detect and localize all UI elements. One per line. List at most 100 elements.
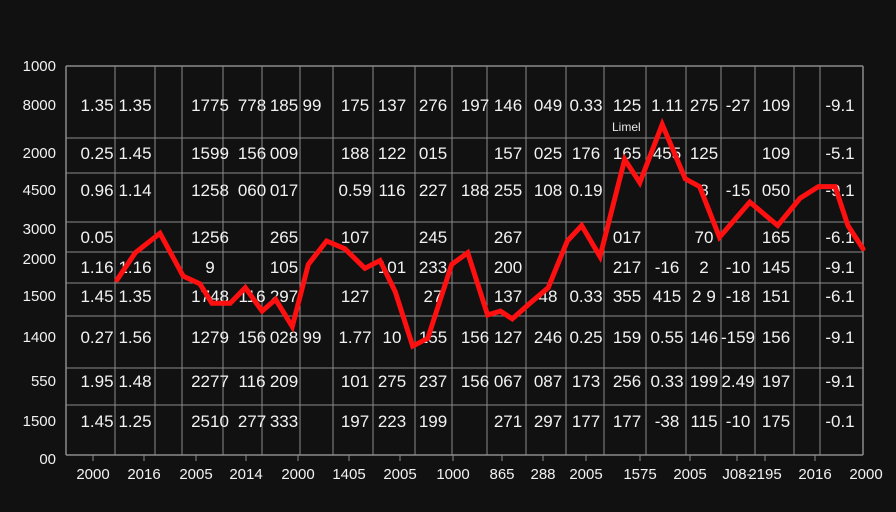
y-tick-label: 550	[31, 373, 56, 390]
table-cell: 050	[762, 181, 790, 200]
table-cell: -18	[726, 287, 751, 306]
table-cell: 0.55	[650, 328, 683, 347]
table-cell: 197	[341, 412, 369, 431]
table-cell: -16	[655, 258, 680, 277]
table-cell: 2.49	[721, 372, 754, 391]
table-cell: -6.1	[825, 287, 854, 306]
table-cell: 157	[494, 144, 522, 163]
y-tick-label: 3000	[23, 221, 56, 238]
table-cell: 1.45	[80, 287, 113, 306]
y-tick-label: 00	[39, 451, 56, 468]
table-cell: 2510	[191, 412, 229, 431]
table-cell: 1256	[191, 228, 229, 247]
y-tick-label: 1000	[23, 58, 56, 75]
table-cell: 146	[690, 328, 718, 347]
table-cell: 1.14	[118, 181, 151, 200]
x-axis-labels: 2000 2016 2005 2014 2000 1405 2005 1000 865 288 20…	[76, 455, 883, 483]
table-cell: 1.16	[80, 258, 113, 277]
table-cell: -27	[726, 96, 751, 115]
table-cell: 185	[270, 96, 298, 115]
table-cell: 107	[341, 228, 369, 247]
table-cell: 127	[341, 287, 369, 306]
table-cell: 1775	[191, 96, 229, 115]
table-cell: 067	[494, 372, 522, 391]
table-cell: 2277	[191, 372, 229, 391]
x-tick-label: 2005	[673, 466, 706, 483]
table-cell: 99	[303, 328, 322, 347]
table-cell: 209	[270, 372, 298, 391]
table-cell: 276	[419, 96, 447, 115]
table-cell: 2	[699, 258, 708, 277]
table-cell: 188	[341, 144, 369, 163]
grid	[65, 65, 864, 456]
table-cell: 1599	[191, 144, 229, 163]
table-cell: 1.45	[80, 412, 113, 431]
x-tick-label: 2016	[127, 466, 160, 483]
table-cell: 245	[419, 228, 447, 247]
table-cell: -9.1	[825, 258, 854, 277]
table-cell: 151	[762, 287, 790, 306]
table-cell: -10	[726, 412, 751, 431]
table-cell: 116	[238, 372, 265, 391]
table-cell: 275	[378, 372, 406, 391]
table-cell: -0.1	[825, 412, 854, 431]
table-cell: 177	[572, 412, 600, 431]
x-tick-label: 2005	[569, 466, 602, 483]
table-cell: 060	[238, 181, 266, 200]
table-cell: 2 9	[692, 287, 716, 306]
table-cell: 10	[383, 328, 402, 347]
table-cell: 0.27	[80, 328, 113, 347]
table-cell: 99	[303, 96, 322, 115]
table-cell: 70	[695, 228, 714, 247]
table-cell: 188	[461, 181, 489, 200]
table-cell: 156	[461, 328, 489, 347]
table-cell: 156	[238, 144, 266, 163]
x-tick-label: 2000	[281, 466, 314, 483]
x-tick-label: 2005	[179, 466, 212, 483]
table-cell: 0.19	[569, 181, 602, 200]
table-cell: 0.96	[80, 181, 113, 200]
x-tick-label: 865	[489, 466, 514, 483]
table-cell: 199	[690, 372, 718, 391]
table-cell: 333	[270, 412, 298, 431]
table-cell: 087	[534, 372, 562, 391]
table-cell: 265	[270, 228, 298, 247]
line-annotation: Limel	[612, 120, 641, 134]
x-tick-label: 2000	[849, 466, 882, 483]
y-tick-label: 1500	[23, 288, 56, 305]
table-cell: 1.11	[651, 96, 683, 115]
x-tick-label: 1000	[436, 466, 469, 483]
table-cell: 0.05	[80, 228, 113, 247]
table-cell: -10	[726, 258, 751, 277]
y-tick-label: 8000	[23, 97, 56, 114]
table-cell: 175	[341, 96, 369, 115]
table-cell: 1.56	[118, 328, 151, 347]
table-cell: 0.25	[569, 328, 602, 347]
table-cell: 155	[419, 328, 447, 347]
table-cell: 1.45	[118, 144, 151, 163]
series-line	[114, 117, 866, 350]
table-cell: 1.35	[118, 287, 151, 306]
table-cell: -9.1	[825, 328, 854, 347]
table-cell: 200	[494, 258, 522, 277]
table-cell: 277	[238, 412, 266, 431]
table-cell: 197	[461, 96, 489, 115]
table-cell: 137	[378, 96, 406, 115]
table-cell: 1279	[191, 328, 229, 347]
table-cells: 1.35 1.35 1775 778 185 99 175 137 276 197 146 049 0.…	[80, 96, 854, 431]
table-cell: 017	[270, 181, 298, 200]
table-cell: 137	[494, 287, 522, 306]
table-cell: 145	[762, 258, 790, 277]
table-cell: -38	[655, 412, 680, 431]
table-cell: 1.25	[118, 412, 151, 431]
y-tick-label: 4500	[23, 182, 56, 199]
table-cell: 173	[572, 372, 600, 391]
table-cell: 778	[238, 96, 266, 115]
x-tick-label: 2195	[748, 466, 781, 483]
table-cell: 197	[762, 372, 790, 391]
x-tick-label: J08-	[722, 466, 751, 483]
x-tick-label: 2000	[76, 466, 109, 483]
table-cell: 0.33	[650, 372, 683, 391]
table-cell: 1258	[191, 181, 229, 200]
